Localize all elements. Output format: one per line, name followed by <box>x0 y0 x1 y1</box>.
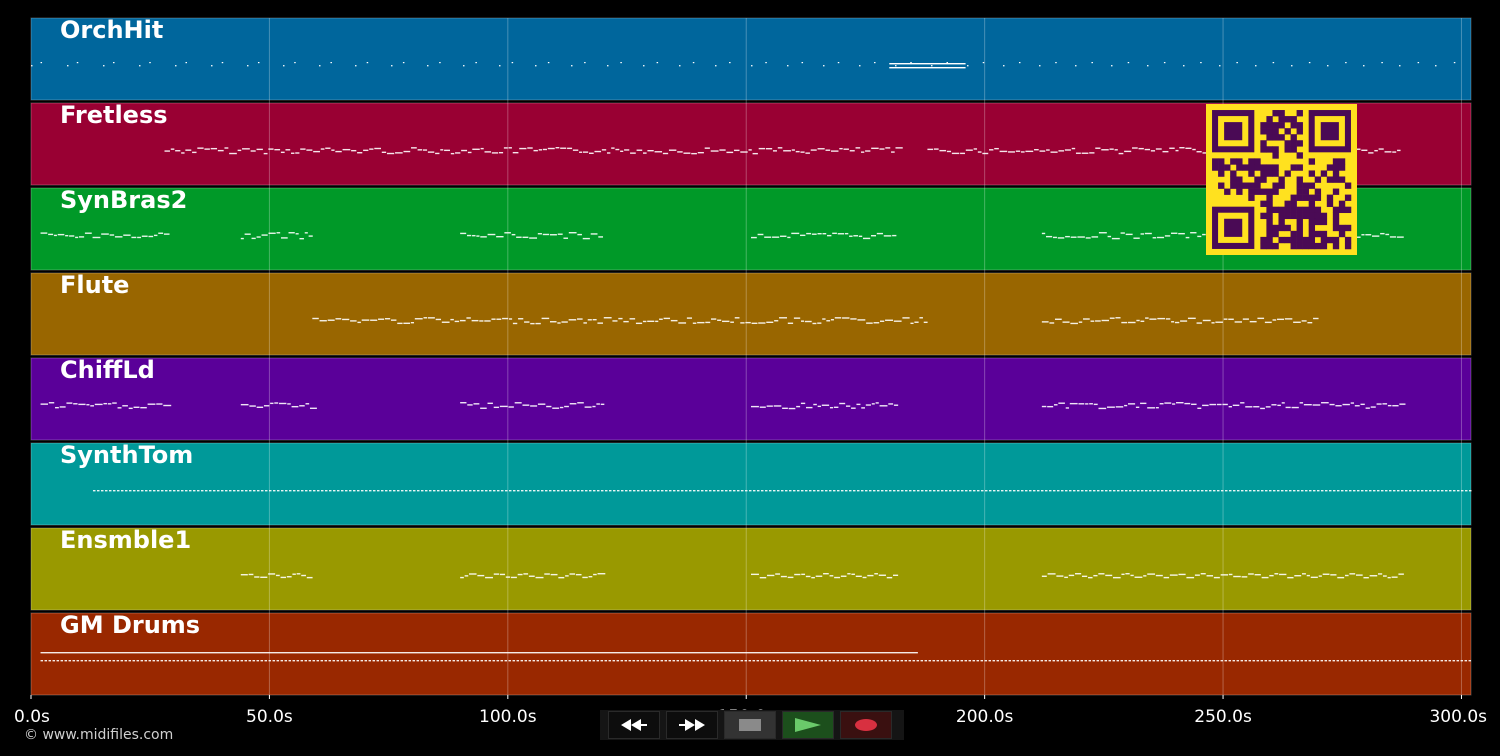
track-band <box>31 358 1471 440</box>
play-button[interactable] <box>782 711 834 739</box>
time-tick-label: 0.0s <box>14 707 50 727</box>
track-border <box>30 187 1472 271</box>
track-name-label: SynthTom <box>60 441 193 469</box>
track-border <box>30 17 1472 101</box>
note-pattern <box>312 317 1319 325</box>
qr-code <box>1206 104 1357 255</box>
track-name-label: Flute <box>60 271 129 299</box>
track-name-label: Fretless <box>60 101 168 129</box>
track-band <box>31 18 1471 100</box>
fast-forward-icon <box>679 719 705 731</box>
time-tick-label: 300.0s <box>1429 707 1487 727</box>
track-name-label: SynBras2 <box>60 186 187 214</box>
rewind-icon <box>621 719 647 731</box>
note-pattern <box>240 573 1404 579</box>
track-border <box>30 612 1472 696</box>
track-name-label: OrchHit <box>60 16 163 44</box>
track-border <box>30 357 1472 441</box>
time-tick-label: 100.0s <box>479 707 537 727</box>
time-tick-label: 50.0s <box>246 707 293 727</box>
track-border <box>30 102 1472 186</box>
track-band <box>31 528 1471 610</box>
stop-icon <box>739 719 761 731</box>
track-border <box>30 527 1472 611</box>
rewind-button[interactable] <box>608 711 660 739</box>
transport-controls <box>600 710 904 740</box>
track-border <box>30 272 1472 356</box>
track-band <box>31 613 1471 695</box>
play-icon <box>795 718 821 732</box>
track-name-label: GM Drums <box>60 611 200 639</box>
track-name-label: ChiffLd <box>60 356 155 384</box>
stop-button[interactable] <box>724 711 776 739</box>
note-pattern <box>31 62 1456 69</box>
fast-forward-button[interactable] <box>666 711 718 739</box>
copyright-text: © www.midifiles.com <box>24 727 174 743</box>
time-tick-label: 250.0s <box>1194 707 1252 727</box>
track-border <box>30 442 1472 526</box>
record-button[interactable] <box>840 711 892 739</box>
time-tick-label: 200.0s <box>956 707 1014 727</box>
track-name-label: Ensmble1 <box>60 526 191 554</box>
track-band <box>31 443 1471 525</box>
note-pattern <box>40 402 1406 410</box>
record-icon <box>855 719 877 731</box>
note-pattern <box>40 652 1472 662</box>
track-band <box>31 273 1471 355</box>
note-pattern <box>92 490 1472 492</box>
